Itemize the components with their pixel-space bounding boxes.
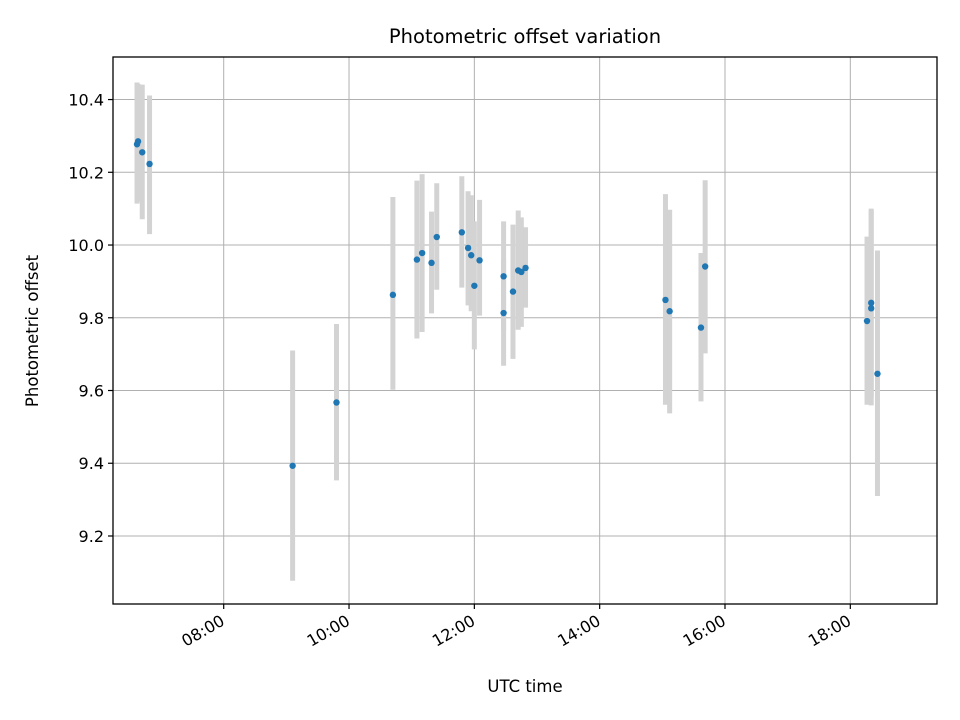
data-point	[471, 282, 478, 289]
data-point	[139, 149, 146, 156]
data-point	[389, 291, 397, 299]
data-points	[133, 138, 881, 469]
data-point	[868, 305, 875, 312]
data-point	[509, 288, 517, 295]
data-point	[146, 160, 153, 168]
data-point	[413, 256, 421, 263]
data-point	[666, 308, 673, 315]
y-axis-label: Photometric offset	[23, 254, 42, 407]
data-point	[458, 229, 466, 236]
data-point	[518, 268, 525, 276]
data-point	[697, 324, 705, 331]
data-point	[289, 462, 296, 469]
data-point	[500, 309, 507, 317]
y-tick-label: 9.4	[79, 454, 104, 473]
y-tick-label: 9.8	[79, 309, 104, 328]
data-point	[333, 399, 340, 406]
data-point	[134, 138, 142, 145]
y-tick-label: 9.2	[79, 527, 104, 546]
data-point	[522, 264, 529, 272]
data-point	[863, 317, 871, 325]
data-point	[476, 257, 483, 264]
data-point	[701, 263, 709, 270]
x-axis-label: UTC time	[487, 677, 562, 696]
plot-frame	[112, 56, 938, 605]
data-point	[433, 233, 440, 241]
y-tick-label: 10.2	[68, 163, 104, 182]
data-point	[874, 370, 881, 377]
data-point	[428, 259, 435, 267]
data-point	[468, 252, 475, 259]
data-point	[662, 296, 669, 304]
data-point	[418, 249, 426, 257]
y-tick-label: 10.0	[68, 236, 104, 255]
data-point	[868, 299, 875, 307]
data-point	[500, 273, 507, 280]
data-point	[464, 244, 472, 252]
y-tick-label: 10.4	[68, 91, 104, 110]
chart-title: Photometric offset variation	[389, 25, 661, 48]
y-tick-label: 9.6	[79, 382, 104, 401]
